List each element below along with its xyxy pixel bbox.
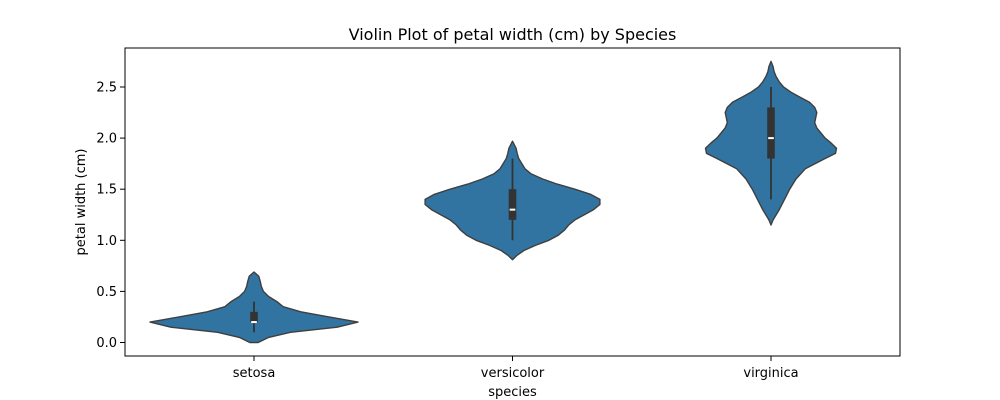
y-axis-label: petal width (cm) (74, 149, 89, 256)
x-tick-label: setosa (233, 366, 276, 381)
x-axis-label: species (488, 385, 537, 400)
iqr-box-setosa (250, 311, 258, 323)
y-tick-label: 1.0 (96, 234, 117, 249)
y-tick-label: 0.0 (96, 336, 117, 351)
y-tick-label: 2.0 (96, 132, 117, 147)
y-axis: 0.0 0.5 1.0 1.5 2.0 2.5 (96, 81, 125, 351)
iqr-box-versicolor (508, 189, 517, 220)
y-tick-label: 2.5 (96, 81, 117, 96)
x-axis: setosa versicolor virginica (233, 356, 799, 381)
y-tick-label: 1.5 (96, 183, 117, 198)
x-tick-label: versicolor (481, 366, 545, 381)
iqr-box-virginica (767, 107, 775, 159)
violin-group (149, 60, 838, 344)
chart-title: Violin Plot of petal width (cm) by Speci… (349, 25, 677, 44)
y-tick-label: 0.5 (96, 285, 117, 300)
x-tick-label: virginica (743, 366, 798, 381)
